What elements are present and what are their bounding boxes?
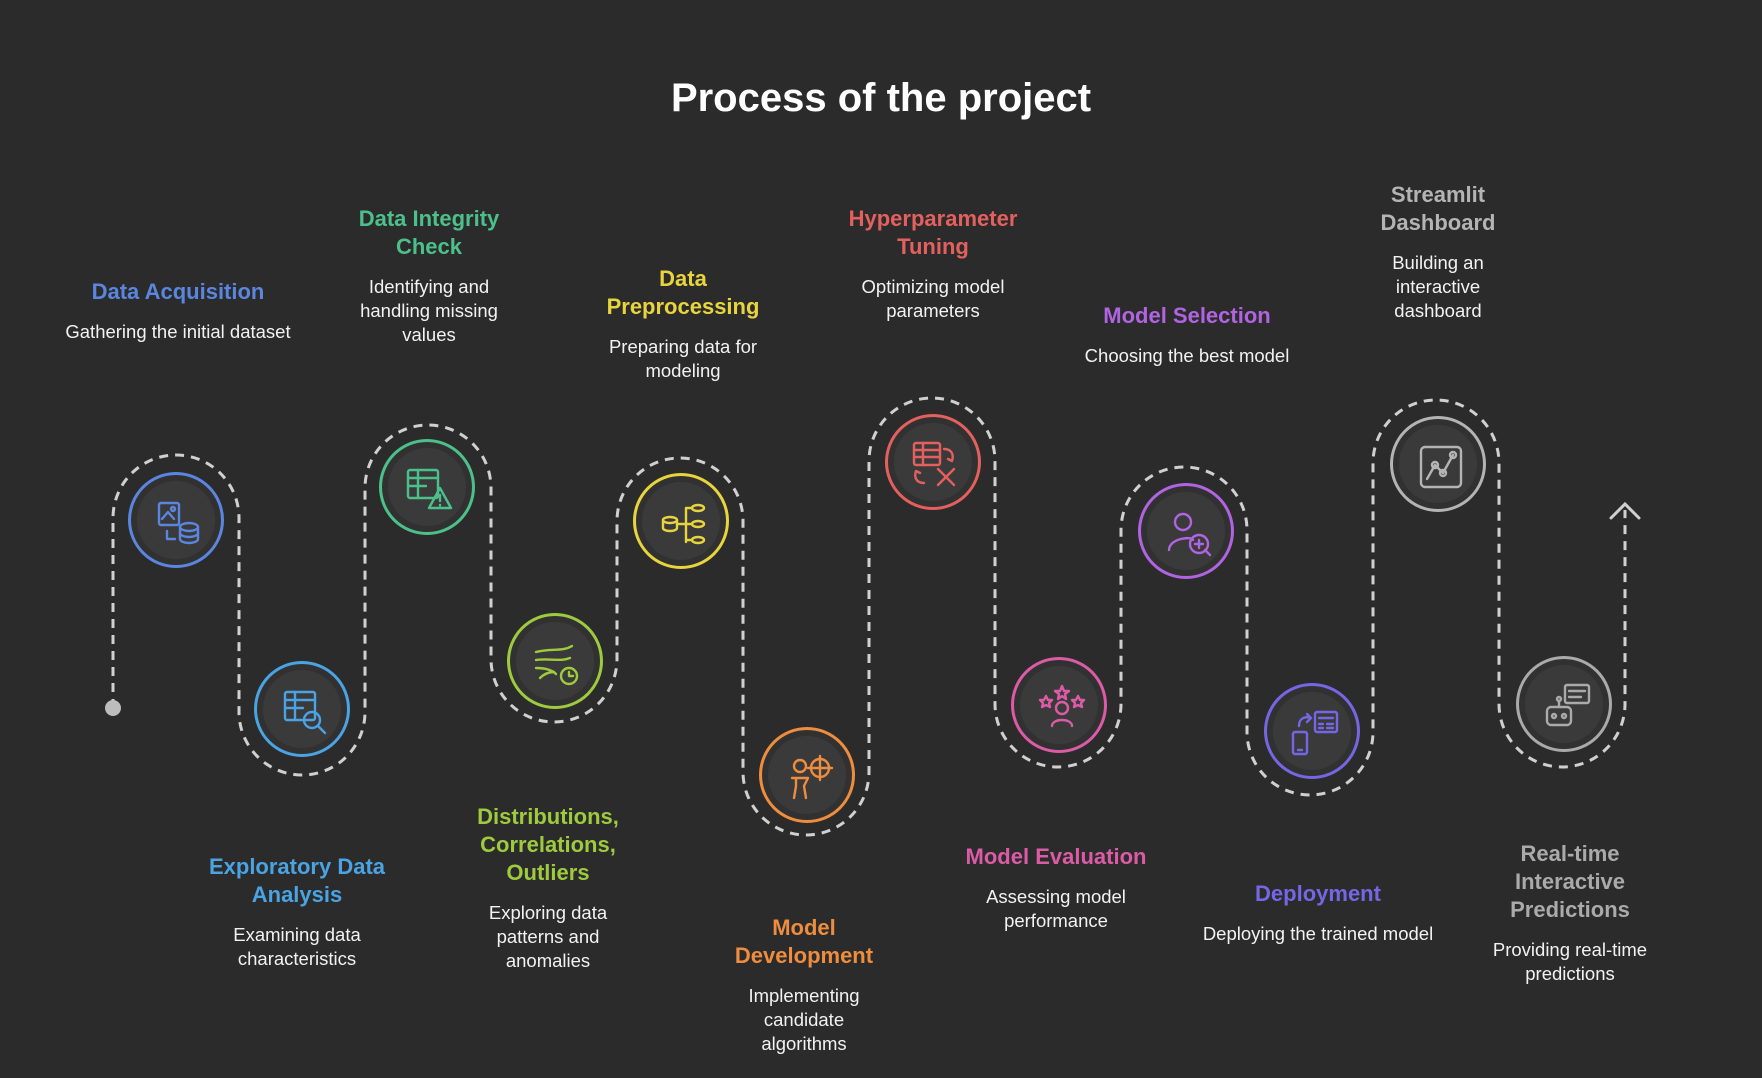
database-hierarchy-icon: [661, 503, 706, 545]
user-magnifier-icon: [1167, 512, 1212, 557]
step-node-distributions-correlations-outliers: [507, 613, 603, 709]
step-description: Choosing the best model: [1084, 345, 1290, 366]
dashboard-chart-icon: [1419, 445, 1463, 489]
step-name: Deployment: [1255, 881, 1381, 906]
step-name: Data Integrity Check: [358, 206, 500, 259]
table-search-icon: [283, 690, 327, 735]
step-label-streamlit-dashboard: Streamlit Dashboard Building an interacti…: [1358, 181, 1518, 323]
step-description: Providing real-time predictions: [1492, 939, 1648, 984]
step-label-data-acquisition: Data Acquisition Gathering the initial da…: [58, 278, 298, 344]
step-name: Hyperparameter Tuning: [848, 206, 1018, 259]
step-label-realtime-interactive-predictions: Real-time Interactive Predictions Providi…: [1480, 840, 1660, 986]
step-description: Gathering the initial dataset: [65, 321, 291, 342]
step-description: Building an interactive dashboard: [1392, 252, 1484, 321]
table-refresh-x-icon: [912, 441, 956, 487]
phone-calculator-icon: [1291, 710, 1339, 756]
step-label-data-integrity-check: Data Integrity Check Identifying and hand…: [344, 205, 514, 347]
step-node-model-evaluation: [1011, 657, 1107, 753]
step-label-exploratory-data-analysis: Exploratory Data Analysis Examining data …: [197, 853, 397, 971]
step-node-data-preprocessing: [633, 473, 729, 569]
step-label-distributions-correlations-outliers: Distributions, Correlations, Outliers Exp…: [463, 803, 633, 973]
step-description: Examining data characteristics: [233, 924, 361, 969]
step-node-exploratory-data-analysis: [254, 661, 350, 757]
end-arrow-icon: [1609, 501, 1641, 520]
page-title: Process of the project: [670, 76, 1092, 120]
step-description: Exploring data patterns and anomalies: [488, 902, 608, 971]
step-node-model-selection: [1138, 483, 1234, 579]
person-target-icon: [790, 754, 834, 800]
robot-chat-icon: [1545, 683, 1591, 727]
step-node-realtime-interactive-predictions: [1516, 656, 1612, 752]
step-label-model-evaluation: Model Evaluation Assessing model performa…: [936, 843, 1176, 933]
step-name: Streamlit Dashboard: [1380, 182, 1496, 235]
step-name: Model Development: [734, 915, 874, 968]
step-name: Distributions, Correlations, Outliers: [477, 804, 619, 885]
step-label-deployment: Deployment Deploying the trained model: [1198, 880, 1438, 946]
start-dot: [105, 700, 121, 716]
step-name: Data Acquisition: [91, 279, 265, 304]
step-name: Data Preprocessing: [606, 266, 760, 319]
step-node-streamlit-dashboard: [1390, 416, 1486, 512]
step-name: Real-time Interactive Predictions: [1510, 841, 1630, 922]
step-name: Exploratory Data Analysis: [208, 854, 386, 907]
step-description: Identifying and handling missing values: [360, 276, 498, 345]
step-name: Model Evaluation: [965, 844, 1147, 869]
step-label-hyperparameter-tuning: Hyperparameter Tuning Optimizing model pa…: [838, 205, 1028, 323]
table-warning-icon: [406, 468, 453, 510]
step-node-hyperparameter-tuning: [885, 414, 981, 510]
step-label-data-preprocessing: Data Preprocessing Preparing data for mod…: [598, 265, 768, 383]
step-description: Optimizing model parameters: [861, 276, 1005, 321]
step-label-model-development: Model Development Implementing candidate …: [719, 914, 889, 1056]
step-description: Assessing model performance: [986, 886, 1126, 931]
image-database-icon: [157, 501, 200, 545]
person-stars-icon: [1038, 684, 1086, 728]
step-node-deployment: [1264, 683, 1360, 779]
step-node-model-development: [759, 727, 855, 823]
wind-clock-icon: [534, 644, 579, 686]
dashed-connector: [111, 396, 1627, 837]
step-name: Model Selection: [1103, 303, 1271, 328]
step-label-model-selection: Model Selection Choosing the best model: [1067, 302, 1307, 368]
step-description: Implementing candidate algorithms: [748, 985, 860, 1054]
step-description: Preparing data for modeling: [608, 336, 758, 381]
step-description: Deploying the trained model: [1202, 923, 1434, 944]
step-node-data-acquisition: [128, 472, 224, 568]
step-node-data-integrity-check: [379, 439, 475, 535]
